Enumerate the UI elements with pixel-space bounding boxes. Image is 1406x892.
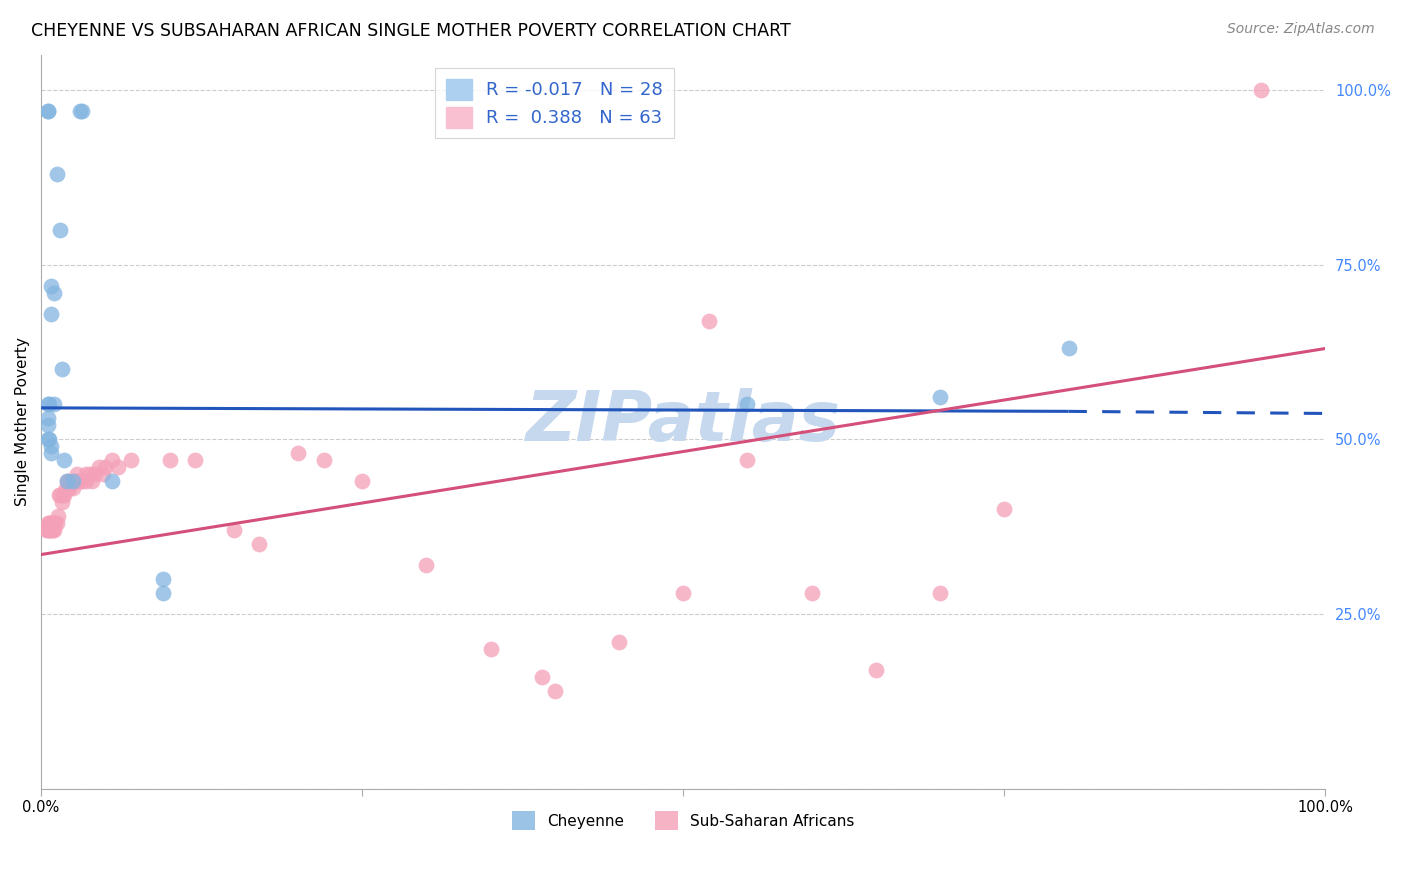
Point [66,467,89,482]
Point [42,523,65,537]
Point [84,467,107,482]
Point [53,488,76,502]
Point [249,537,271,551]
Legend: Cheyenne, Sub-Saharan Africans: Cheyenne, Sub-Saharan Africans [506,805,860,836]
Point [94,460,117,475]
Point [69,103,91,118]
Point [37,103,59,118]
Point [929,391,952,405]
Point [35,523,58,537]
Point [56,474,79,488]
Point [107,460,129,475]
Point [66,474,89,488]
Point [37,516,59,530]
Point [39,523,62,537]
Point [62,474,84,488]
Point [100,474,122,488]
Y-axis label: Single Mother Poverty: Single Mother Poverty [15,337,30,507]
Point [352,474,374,488]
Point [75,467,97,482]
Point [37,418,59,433]
Point [737,453,759,467]
Point [82,474,104,488]
Point [45,167,67,181]
Point [42,516,65,530]
Point [41,516,63,530]
Point [287,446,309,460]
Point [800,586,823,600]
Point [672,586,695,600]
Point [37,432,59,446]
Point [697,313,720,327]
Point [530,670,553,684]
Point [49,223,72,237]
Point [62,481,84,495]
Point [1057,342,1080,356]
Point [58,474,80,488]
Point [41,307,63,321]
Point [75,474,97,488]
Point [51,495,73,509]
Point [312,453,335,467]
Point [46,509,69,524]
Point [51,362,73,376]
Point [56,474,79,488]
Point [159,453,181,467]
Point [52,488,75,502]
Point [56,481,79,495]
Point [100,453,122,467]
Point [37,523,59,537]
Point [70,103,93,118]
Point [184,453,207,467]
Text: Source: ZipAtlas.com: Source: ZipAtlas.com [1227,22,1375,37]
Point [38,432,60,446]
Point [87,460,110,475]
Point [53,453,76,467]
Text: CHEYENNE VS SUBSAHARAN AFRICAN SINGLE MOTHER POVERTY CORRELATION CHART: CHEYENNE VS SUBSAHARAN AFRICAN SINGLE MO… [31,22,790,40]
Point [49,488,72,502]
Point [37,397,59,411]
Point [415,558,437,572]
Point [62,474,84,488]
Point [55,481,77,495]
Point [69,474,91,488]
Point [1250,83,1272,97]
Point [41,523,63,537]
Point [38,523,60,537]
Point [70,474,93,488]
Point [45,516,67,530]
Point [41,446,63,460]
Point [41,523,63,537]
Point [41,439,63,453]
Point [37,411,59,425]
Point [39,516,62,530]
Point [42,397,65,411]
Point [79,467,101,482]
Point [152,572,174,586]
Point [479,641,502,656]
Point [120,453,142,467]
Point [929,586,952,600]
Point [44,516,66,530]
Point [48,488,70,502]
Point [58,481,80,495]
Point [865,663,887,677]
Point [544,683,567,698]
Point [222,523,245,537]
Point [41,516,63,530]
Point [42,285,65,300]
Point [41,278,63,293]
Point [37,103,59,118]
Point [993,502,1015,516]
Point [152,586,174,600]
Text: ZIPatlas: ZIPatlas [526,388,841,455]
Point [38,516,60,530]
Point [607,635,630,649]
Point [38,397,60,411]
Point [91,467,114,482]
Point [737,397,759,411]
